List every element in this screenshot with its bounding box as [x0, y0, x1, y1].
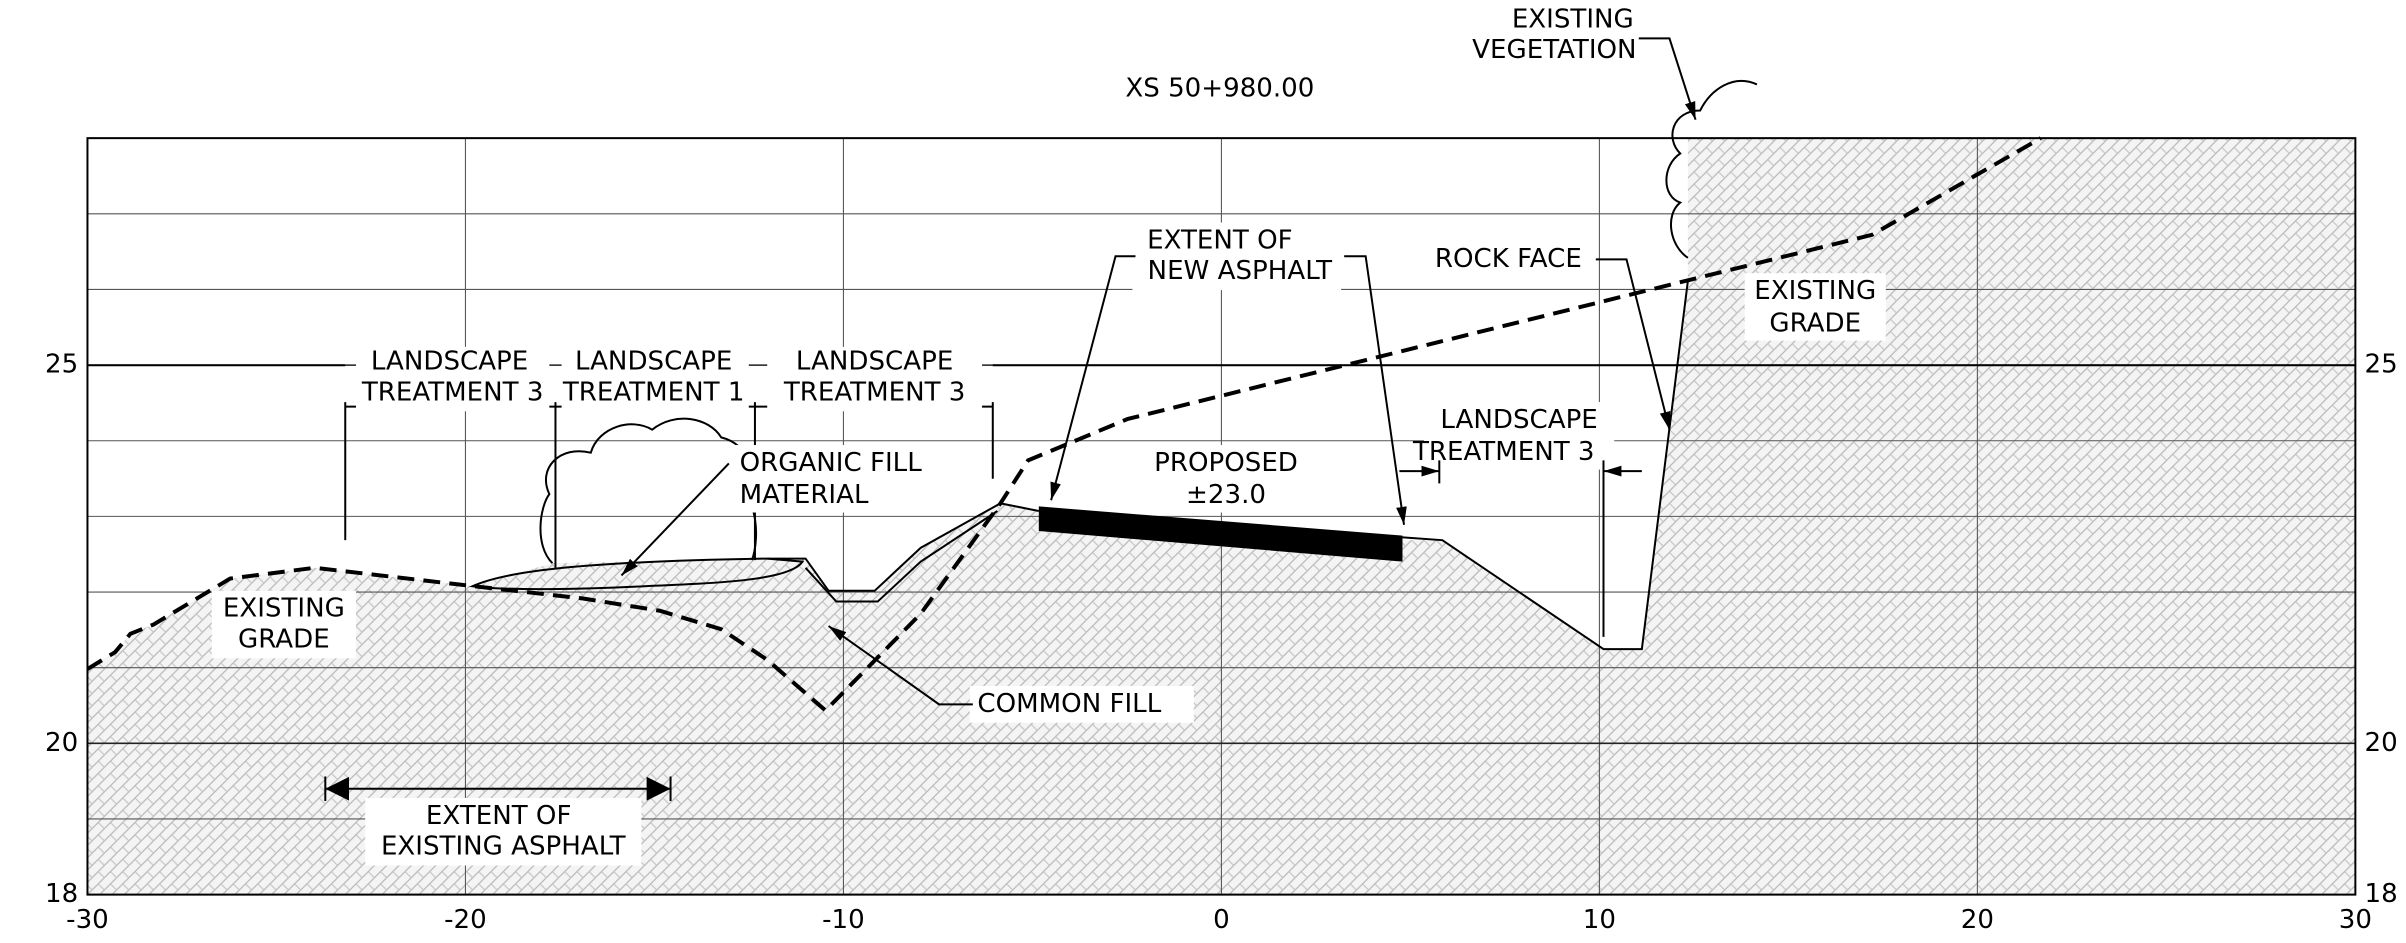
proposed-label: PROPOSED ±23.0 [1143, 445, 1312, 513]
label: LANDSCAPE [371, 347, 528, 377]
label: TREATMENT 3 [783, 377, 966, 407]
label: ORGANIC FILL [740, 448, 923, 478]
existing-grade-line [86, 136, 2042, 714]
landscape-right: LANDSCAPE TREATMENT 3 [1399, 402, 1642, 637]
existing-grade-right: EXISTING GRADE [1744, 273, 1886, 341]
existing-grade-left: EXISTING GRADE [211, 590, 356, 659]
organic-fill-callout: ORGANIC FILL MATERIAL [620, 445, 937, 577]
label: GRADE [238, 624, 330, 654]
vegetation [1665, 79, 1758, 259]
label: TREATMENT 3 [361, 377, 544, 407]
label: EXISTING [223, 594, 345, 624]
y-tick-label-right: 25 [2365, 350, 2398, 380]
proposed-surface-right [1399, 280, 1689, 651]
label: TREATMENT 3 [1412, 437, 1595, 467]
label: MATERIAL [740, 480, 869, 510]
label: GRADE [1769, 308, 1861, 338]
frame [86, 137, 2357, 896]
y-tick-label-right: 18 [2365, 879, 2398, 909]
label: VEGETATION [1472, 35, 1636, 65]
label: COMMON FILL [977, 689, 1161, 719]
common-fill-callout: COMMON FILL [828, 625, 1194, 723]
y-tick-label: 20 [45, 728, 78, 758]
subgrade-line [804, 510, 998, 603]
label: NEW ASPHALT [1148, 256, 1333, 286]
x-tick-label: 20 [1961, 905, 1994, 935]
label: EXTENT OF [1147, 225, 1293, 255]
rock-face-callout: ROCK FACE [1420, 240, 1671, 430]
existing-vegetation-callout: EXISTING VEGETATION [1472, 4, 1697, 121]
x-tick-label: 0 [1213, 905, 1230, 935]
label: PROPOSED [1154, 448, 1298, 478]
title: XS 50+980.00 [1125, 74, 1314, 104]
label: LANDSCAPE [796, 347, 953, 377]
label: EXTENT OF [426, 801, 572, 831]
y-tick-label-right: 20 [2365, 728, 2398, 758]
label: EXISTING ASPHALT [381, 832, 626, 862]
label: TREATMENT 1 [562, 377, 745, 407]
y-tick-label: 18 [45, 879, 78, 909]
existing-asphalt-callout: EXTENT OF EXISTING ASPHALT [324, 776, 672, 866]
x-tick-label: 30 [2339, 905, 2372, 935]
x-tick-label: -30 [66, 905, 109, 935]
y-tick-label: 25 [45, 350, 78, 380]
new-asphalt-callout: EXTENT OF NEW ASPHALT [1050, 222, 1407, 525]
label: EXISTING [1512, 4, 1634, 34]
organic-fill [469, 557, 805, 591]
label: LANDSCAPE [575, 347, 732, 377]
label: ±23.0 [1186, 480, 1266, 510]
label: EXISTING [1754, 276, 1876, 306]
new-asphalt [1038, 506, 1403, 562]
landscape-dimensions: LANDSCAPE TREATMENT 3 LANDSCAPE TREATMEN… [87, 347, 2356, 568]
label: ROCK FACE [1435, 244, 1582, 274]
x-tick-label: 10 [1583, 905, 1616, 935]
x-tick-label: -10 [822, 905, 865, 935]
label: LANDSCAPE [1440, 405, 1597, 435]
x-tick-label: -20 [444, 905, 487, 935]
